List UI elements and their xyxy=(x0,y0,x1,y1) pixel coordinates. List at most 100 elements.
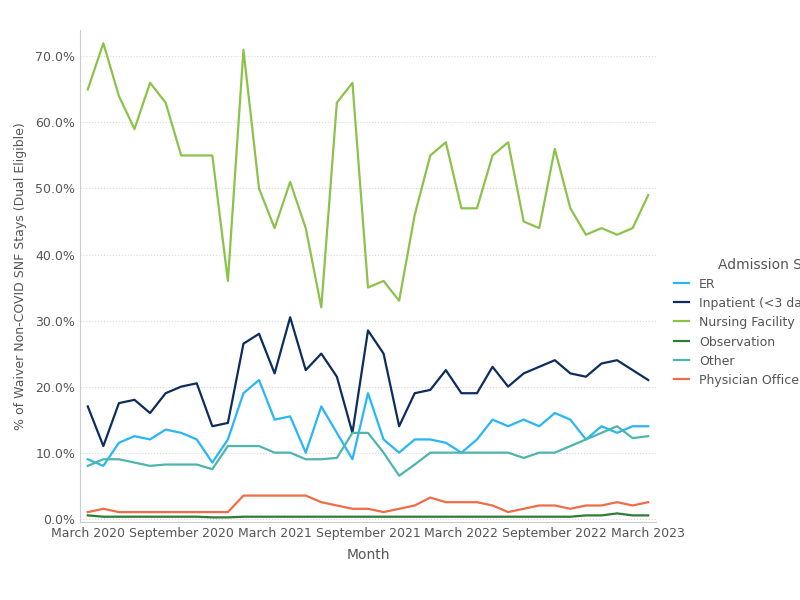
ER xyxy=(146,436,155,443)
Nursing Facility (Skill in Pla... xyxy=(130,125,139,133)
Other xyxy=(488,449,498,456)
Inpatient (<3 day LOS) xyxy=(83,403,93,410)
Inpatient (<3 day LOS) xyxy=(488,363,498,370)
Inpatient (<3 day LOS) xyxy=(207,422,217,430)
Physician Office (Communit... xyxy=(146,508,155,515)
Inpatient (<3 day LOS) xyxy=(410,389,419,397)
Physician Office (Communit... xyxy=(643,499,653,506)
Other xyxy=(207,466,217,473)
ER xyxy=(270,416,279,423)
Line: Nursing Facility (Skill in Pla...: Nursing Facility (Skill in Pla... xyxy=(88,43,648,307)
Physician Office (Communit... xyxy=(363,505,373,512)
Other xyxy=(114,455,124,463)
Other xyxy=(238,442,248,449)
Inpatient (<3 day LOS) xyxy=(363,327,373,334)
Inpatient (<3 day LOS) xyxy=(643,376,653,383)
ER xyxy=(597,422,606,430)
Observation xyxy=(161,513,170,520)
Inpatient (<3 day LOS) xyxy=(612,356,622,364)
Line: Physician Office (Communit...: Physician Office (Communit... xyxy=(88,496,648,512)
Other xyxy=(176,461,186,468)
Other xyxy=(192,461,202,468)
Nursing Facility (Skill in Pla... xyxy=(581,231,590,238)
Nursing Facility (Skill in Pla... xyxy=(207,152,217,159)
Inpatient (<3 day LOS) xyxy=(98,442,108,449)
Physician Office (Communit... xyxy=(254,492,264,499)
Inpatient (<3 day LOS) xyxy=(426,386,435,394)
ER xyxy=(457,449,466,456)
ER xyxy=(223,436,233,443)
ER xyxy=(503,422,513,430)
Physician Office (Communit... xyxy=(176,508,186,515)
Nursing Facility (Skill in Pla... xyxy=(83,86,93,93)
Observation xyxy=(566,513,575,520)
Nursing Facility (Skill in Pla... xyxy=(223,277,233,284)
Physician Office (Communit... xyxy=(207,508,217,515)
Other xyxy=(550,449,560,456)
Inpatient (<3 day LOS) xyxy=(146,409,155,416)
Physician Office (Communit... xyxy=(457,499,466,506)
Physician Office (Communit... xyxy=(441,499,450,506)
Physician Office (Communit... xyxy=(286,492,295,499)
Observation xyxy=(643,512,653,519)
Observation xyxy=(238,513,248,520)
ER xyxy=(207,459,217,466)
Other xyxy=(628,434,638,442)
Inpatient (<3 day LOS) xyxy=(223,419,233,427)
Observation xyxy=(628,512,638,519)
Inpatient (<3 day LOS) xyxy=(270,370,279,377)
Physician Office (Communit... xyxy=(83,508,93,515)
Other xyxy=(503,449,513,456)
Inpatient (<3 day LOS) xyxy=(114,400,124,407)
ER xyxy=(519,416,529,423)
Other xyxy=(254,442,264,449)
Nursing Facility (Skill in Pla... xyxy=(457,205,466,212)
Nursing Facility (Skill in Pla... xyxy=(426,152,435,159)
Other xyxy=(426,449,435,456)
ER xyxy=(488,416,498,423)
Inpatient (<3 day LOS) xyxy=(519,370,529,377)
Other xyxy=(566,442,575,449)
Nursing Facility (Skill in Pla... xyxy=(394,297,404,304)
ER xyxy=(566,416,575,423)
Nursing Facility (Skill in Pla... xyxy=(332,99,342,106)
Nursing Facility (Skill in Pla... xyxy=(378,277,388,284)
Other xyxy=(130,459,139,466)
Inpatient (<3 day LOS) xyxy=(176,383,186,390)
Observation xyxy=(83,512,93,519)
Physician Office (Communit... xyxy=(348,505,358,512)
ER xyxy=(378,436,388,443)
Inpatient (<3 day LOS) xyxy=(161,389,170,397)
Other xyxy=(519,454,529,461)
Nursing Facility (Skill in Pla... xyxy=(472,205,482,212)
Observation xyxy=(363,513,373,520)
Observation xyxy=(176,513,186,520)
Observation xyxy=(612,510,622,517)
Observation xyxy=(426,513,435,520)
Other xyxy=(223,442,233,449)
Observation xyxy=(488,513,498,520)
Nursing Facility (Skill in Pla... xyxy=(98,40,108,47)
Physician Office (Communit... xyxy=(301,492,310,499)
Inpatient (<3 day LOS) xyxy=(534,363,544,370)
Other xyxy=(597,429,606,436)
Other xyxy=(286,449,295,456)
Inpatient (<3 day LOS) xyxy=(301,367,310,374)
Nursing Facility (Skill in Pla... xyxy=(612,231,622,238)
ER xyxy=(98,462,108,469)
Nursing Facility (Skill in Pla... xyxy=(286,178,295,185)
Other xyxy=(83,462,93,469)
Inpatient (<3 day LOS) xyxy=(192,380,202,387)
Nursing Facility (Skill in Pla... xyxy=(550,145,560,152)
ER xyxy=(534,422,544,430)
Other xyxy=(317,455,326,463)
Nursing Facility (Skill in Pla... xyxy=(317,304,326,311)
Physician Office (Communit... xyxy=(317,499,326,506)
Observation xyxy=(270,513,279,520)
Physician Office (Communit... xyxy=(223,508,233,515)
Observation xyxy=(534,513,544,520)
Physician Office (Communit... xyxy=(114,508,124,515)
Observation xyxy=(301,513,310,520)
Other xyxy=(301,455,310,463)
Physician Office (Communit... xyxy=(581,502,590,509)
